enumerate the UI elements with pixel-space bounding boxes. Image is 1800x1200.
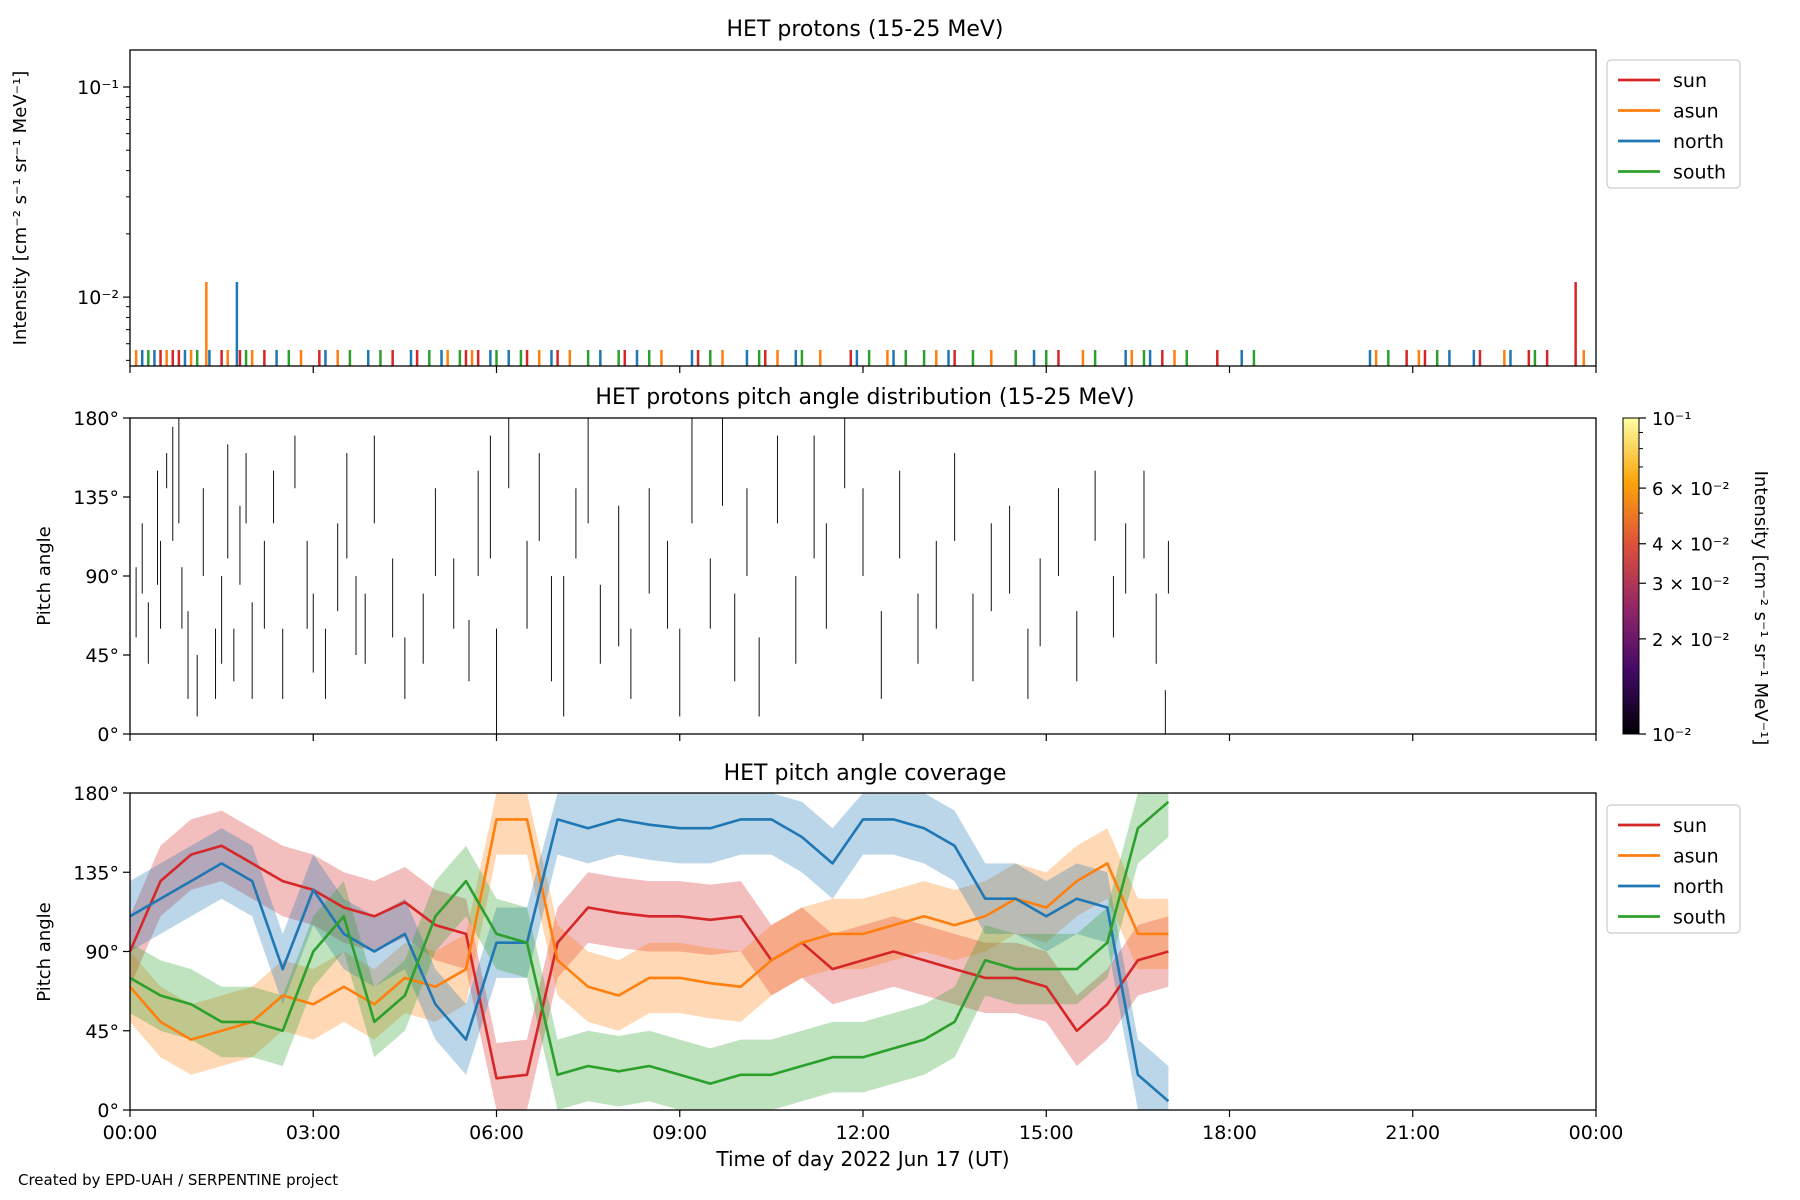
colorbar <box>1622 417 1640 735</box>
panel1-title: HET protons (15-25 MeV) <box>727 17 1004 42</box>
panel2-axes: 0° 45° 90° 135° 180° <box>73 408 1597 746</box>
panel2-ytick-label: 90° <box>85 566 119 588</box>
panel3-title: HET pitch angle coverage <box>724 761 1007 786</box>
panel3-xtick-label: 12:00 <box>836 1122 891 1144</box>
panel2-ylabel: Pitch angle <box>34 526 55 625</box>
north-coverage-band <box>130 793 1169 1110</box>
panel3-ytick-label: 90° <box>85 942 119 964</box>
panel3-xtick-label: 00:00 <box>1569 1122 1624 1144</box>
credit-text: Created by EPD-UAH / SERPENTINE project <box>18 1171 339 1189</box>
colorbar-tick-label: 10⁻¹ <box>1652 409 1692 430</box>
colorbar-ticks: 10⁻² 2 × 10⁻² 3 × 10⁻² 4 × 10⁻² 6 × 10⁻² 10⁻¹ <box>1639 409 1730 746</box>
panel1-ytick-label: 10⁻² <box>77 287 119 309</box>
panel3-xtick-label: 03:00 <box>286 1122 341 1144</box>
panel3-legend-label-sun: sun <box>1673 815 1707 837</box>
colorbar-tick-label: 4 × 10⁻² <box>1652 535 1730 556</box>
panel3-ylabel: Pitch angle <box>34 902 55 1001</box>
colorbar-tick-label: 2 × 10⁻² <box>1652 630 1730 651</box>
panel3-xtick-label: 09:00 <box>652 1122 707 1144</box>
panel3-xtick-label: 00:00 <box>103 1122 158 1144</box>
panel3-xtick-label: 18:00 <box>1202 1122 1257 1144</box>
panel2-title: HET protons pitch angle distribution (15… <box>595 385 1134 410</box>
sun-coverage-line <box>128 844 1169 1080</box>
colorbar-label: Intensity [cm⁻² s⁻¹ sr⁻¹ MeV⁻¹] <box>1750 471 1771 746</box>
panel1-frame <box>129 49 1597 367</box>
panel2-plot-area <box>129 418 1169 734</box>
panel3-ytick-label: 180° <box>73 783 119 805</box>
panel1-plot-area <box>134 282 1586 366</box>
panel3-ytick-label: 0° <box>97 1100 119 1122</box>
colorbar-tick-label: 6 × 10⁻² <box>1652 479 1730 500</box>
south-coverage-line <box>129 800 1170 1085</box>
panel1-legend-label-south: south <box>1673 162 1726 184</box>
panel3-legend: sun asun north south <box>1606 804 1741 934</box>
panel1-axes: 10⁻² 10⁻¹ <box>77 77 1597 373</box>
panel3-ytick-label: 135° <box>73 862 119 884</box>
panel1-legend-label-asun: asun <box>1673 101 1719 123</box>
panel2-ytick-label: 180° <box>73 408 119 430</box>
panel2-ytick-label: 135° <box>73 487 119 509</box>
panel3-xlabel: Time of day 2022 Jun 17 (UT) <box>715 1147 1009 1171</box>
south-coverage-band <box>130 793 1169 1110</box>
panel2-ytick-label: 45° <box>85 645 119 667</box>
asun-coverage-band <box>130 793 1169 1075</box>
panel1-legend-label-north: north <box>1673 131 1724 153</box>
panel3-xtick-label: 21:00 <box>1385 1122 1440 1144</box>
colorbar-tick-label: 3 × 10⁻² <box>1652 574 1730 595</box>
panel3-axes: 0° 45° 90° 135° 180° 00:00 03:00 06:00 09:00 12:0… <box>73 783 1623 1144</box>
north-coverage-line <box>129 818 1170 1103</box>
panel3-legend-box <box>1606 804 1741 934</box>
panel3-legend-label-south: south <box>1673 907 1726 929</box>
panel1-legend-label-sun: sun <box>1673 70 1707 92</box>
panel1-legend: sun asun north south <box>1606 59 1741 189</box>
panel1-ytick-label: 10⁻¹ <box>77 77 119 99</box>
panel1-legend-box <box>1606 59 1741 189</box>
panel3-plot-area <box>128 793 1170 1110</box>
panel3-legend-label-asun: asun <box>1673 846 1719 868</box>
panel3-xtick-label: 06:00 <box>469 1122 524 1144</box>
asun-coverage-line <box>129 818 1169 1041</box>
panel2-ytick-label: 0° <box>97 724 119 746</box>
sun-coverage-band <box>130 810 1169 1110</box>
panel3-ytick-label: 45° <box>85 1021 119 1043</box>
panel1-ylabel: Intensity [cm⁻² s⁻¹ sr⁻¹ MeV⁻¹] <box>10 71 31 346</box>
colorbar-tick-label: 10⁻² <box>1652 725 1692 746</box>
panel3-legend-label-north: north <box>1673 876 1724 898</box>
panel3-xtick-label: 15:00 <box>1019 1122 1074 1144</box>
